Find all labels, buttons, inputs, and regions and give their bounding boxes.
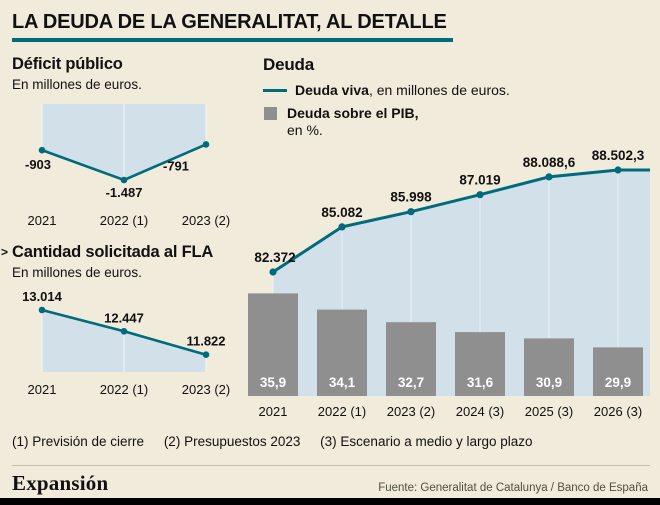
svg-text:35,9: 35,9 [260, 375, 286, 390]
deuda-legend: Deuda viva, en millones de euros. Deuda … [263, 82, 650, 138]
svg-text:2023 (2): 2023 (2) [387, 404, 435, 419]
svg-text:88.502,3: 88.502,3 [592, 148, 645, 163]
fla-chart-section: > Cantidad solicitada al FLA En millones… [1, 243, 237, 398]
svg-text:29,9: 29,9 [605, 375, 631, 390]
svg-text:2025 (3): 2025 (3) [525, 404, 573, 419]
svg-text:2021: 2021 [28, 382, 57, 397]
footnote-1: (1) Previsión de cierre [12, 434, 145, 450]
svg-text:2022 (1): 2022 (1) [100, 382, 148, 397]
svg-text:2021: 2021 [28, 213, 57, 228]
fla-chart-subtitle: En millones de euros. [12, 265, 142, 280]
svg-text:2021: 2021 [259, 404, 288, 419]
bottom-bar [0, 498, 660, 505]
legend-bar-row: Deuda sobre el PIB, en %. [263, 105, 650, 139]
footnotes: (1) Previsión de cierre (2) Presupuestos… [12, 434, 650, 449]
svg-text:12.447: 12.447 [104, 310, 144, 325]
legend-line-label: Deuda viva, en millones de euros. [295, 82, 510, 99]
svg-text:85.082: 85.082 [321, 205, 362, 220]
left-column: Déficit público En millones de euros. -9… [1, 55, 237, 398]
legend-bar-label: Deuda sobre el PIB, en %. [287, 105, 418, 139]
legend-line-bold: Deuda viva [295, 82, 369, 98]
svg-text:2023 (2): 2023 (2) [182, 382, 230, 397]
charts-area: Déficit público En millones de euros. -9… [1, 55, 650, 422]
legend-line-rest: , en millones de euros. [368, 82, 510, 98]
svg-text:2026 (3): 2026 (3) [594, 404, 642, 419]
svg-text:32,7: 32,7 [398, 375, 424, 390]
svg-text:2022 (1): 2022 (1) [318, 404, 366, 419]
svg-text:82.372: 82.372 [254, 250, 295, 265]
fla-chart-title-text: Cantidad solicitada al FLA [12, 243, 214, 261]
svg-text:30,9: 30,9 [536, 375, 562, 390]
svg-text:11.822: 11.822 [186, 334, 225, 349]
deficit-chart-subtitle: En millones de euros. [12, 77, 142, 92]
arrow-icon: > [1, 245, 8, 259]
fla-chart: 13.014 12.447 11.822 2021 2022 (1) 2023 (2) [22, 289, 230, 397]
bar-series-swatch-icon [264, 106, 277, 120]
deuda-chart: 35,9 34,1 32,7 31,6 30,9 29,9 82.372 85.082 85.9… [248, 148, 650, 419]
svg-text:2024 (3): 2024 (3) [456, 404, 504, 419]
right-column: Deuda Deuda viva, en millones de euros. … [245, 55, 650, 422]
svg-text:13.014: 13.014 [22, 289, 63, 304]
footer: Expansión Fuente: Generalitat de Catalun… [12, 465, 650, 505]
svg-text:-791: -791 [163, 158, 189, 173]
deficit-chart-section: Déficit público En millones de euros. -9… [12, 55, 237, 230]
deficit-chart: -903 -1.487 -791 2021 2022 (1) 2023 (2) [25, 104, 230, 228]
svg-text:-1.487: -1.487 [106, 185, 143, 200]
legend-line-row: Deuda viva, en millones de euros. [263, 82, 650, 99]
svg-text:87.019: 87.019 [459, 173, 500, 188]
footnote-2: (2) Presupuestos 2023 [163, 434, 301, 450]
fla-chart-title: > Cantidad solicitada al FLA [1, 243, 237, 262]
brand-logo: Expansión [12, 471, 109, 495]
legend-bar-rest: en %. [287, 121, 323, 138]
line-series-swatch-icon [263, 89, 287, 92]
svg-text:34,1: 34,1 [329, 375, 356, 390]
svg-text:85.998: 85.998 [390, 190, 432, 205]
svg-text:88.088,6: 88.088,6 [523, 155, 576, 170]
deuda-chart-title: Deuda [263, 55, 314, 74]
deficit-chart-title: Déficit público [12, 55, 123, 73]
svg-text:-903: -903 [25, 157, 51, 172]
svg-text:2022 (1): 2022 (1) [100, 213, 148, 228]
page-title: LA DEUDA DE LA GENERALITAT, AL DETALLE [12, 12, 453, 42]
legend-bar-bold: Deuda sobre el PIB, [287, 104, 419, 121]
source-credit: Fuente: Generalitat de Catalunya / Banco… [378, 482, 648, 494]
footnote-3: (3) Escenario a medio y largo plazo [320, 434, 533, 450]
svg-text:2023 (2): 2023 (2) [182, 213, 230, 228]
svg-text:31,6: 31,6 [467, 375, 494, 390]
